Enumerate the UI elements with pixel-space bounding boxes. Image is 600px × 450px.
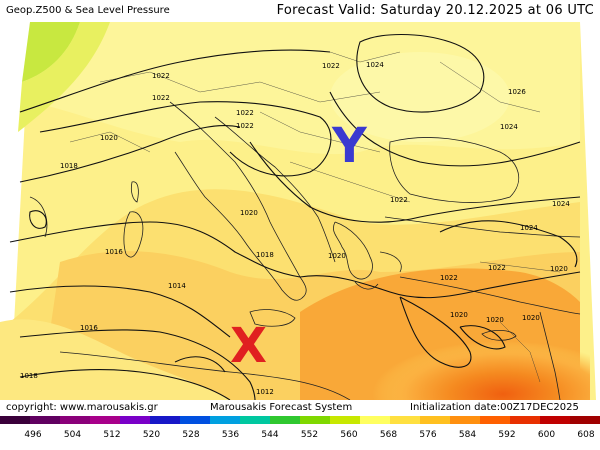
isobar-label: 1018 <box>256 251 274 259</box>
isobar-label: 1014 <box>168 282 186 290</box>
legend-label: 584 <box>458 430 477 440</box>
legend-swatch <box>540 416 570 424</box>
legend-swatch <box>570 416 600 424</box>
legend-swatch <box>330 416 360 424</box>
header: Geop.Z500 & Sea Level Pressure Forecast … <box>0 0 600 22</box>
isobar-label: 1022 <box>390 196 408 204</box>
legend-swatch <box>270 416 300 424</box>
forecast-map: 1022 1022 1024 1026 1024 1022 1022 1020 … <box>0 22 600 400</box>
isobar-label: 1024 <box>552 200 570 208</box>
isobar-label: 1022 <box>440 274 458 282</box>
marker-x: X <box>230 318 267 374</box>
isobar-label: 1016 <box>80 324 98 332</box>
legend-swatch <box>210 416 240 424</box>
coastlines <box>29 101 581 400</box>
legend-swatch <box>450 416 480 424</box>
isobar-label: 1022 <box>322 62 340 70</box>
legend-label: 600 <box>537 430 556 440</box>
footer: copyright: www.marousakis.gr Marousakis … <box>0 400 600 414</box>
isobar-label: 1024 <box>500 123 518 131</box>
isobar-label: 1020 <box>100 134 118 142</box>
isobar-label: 1022 <box>152 94 170 102</box>
legend-label: 528 <box>182 430 200 440</box>
isobar-label: 1020 <box>550 265 568 273</box>
system-name: Marousakis Forecast System <box>210 402 353 413</box>
legend-swatch <box>510 416 540 424</box>
legend-swatch <box>360 416 390 424</box>
legend-swatch <box>180 416 210 424</box>
isobar-label: 1022 <box>236 109 254 117</box>
legend-label: 608 <box>577 430 595 440</box>
legend-label: 552 <box>300 430 319 440</box>
isobar-label: 1022 <box>488 264 506 272</box>
isobar-label: 1016 <box>105 248 123 256</box>
legend-swatch <box>30 416 60 424</box>
zone-high-y <box>330 52 510 142</box>
legend-label: 504 <box>63 430 82 440</box>
isobar-label: 1024 <box>520 224 538 232</box>
isobar-label: 1020 <box>328 252 346 260</box>
legend-label: 568 <box>379 430 398 440</box>
legend-swatch <box>480 416 510 424</box>
isobar-label: 1022 <box>152 72 170 80</box>
isobar-label: 1020 <box>522 314 540 322</box>
isobar-label: 1024 <box>366 61 384 69</box>
legend-label: 560 <box>340 430 358 440</box>
map-svg: 1022 1022 1024 1026 1024 1022 1022 1020 … <box>0 22 600 400</box>
legend-swatch <box>240 416 270 424</box>
isobar-label: 1018 <box>60 162 78 170</box>
legend-swatch <box>60 416 90 424</box>
isobars <box>9 33 581 400</box>
chart-title: Geop.Z500 & Sea Level Pressure <box>6 5 170 16</box>
borders <box>69 51 561 383</box>
legend-label: 576 <box>419 430 437 440</box>
isobar-label: 1022 <box>236 122 254 130</box>
initialization-date: Initialization date:00Z17DEC2025 <box>410 402 579 413</box>
legend-swatch <box>390 416 420 424</box>
legend-label: 520 <box>142 430 161 440</box>
legend-swatch <box>420 416 450 424</box>
legend-labels: 496 504 512 520 528 536 544 552 560 568 576 584 592 6… <box>0 430 600 444</box>
isobar-label: 1018 <box>20 372 38 380</box>
marker-y: Y <box>331 118 368 174</box>
isobar-label: 1026 <box>508 88 526 96</box>
isobar-label: 1020 <box>240 209 258 217</box>
legend-label: 512 <box>103 430 121 440</box>
legend-swatch <box>300 416 330 424</box>
legend-label: 544 <box>261 430 279 440</box>
isobar-labels: 1022 1022 1024 1026 1024 1022 1022 1020 … <box>20 61 570 396</box>
color-legend: 496 504 512 520 528 536 544 552 560 568 576 584 592 6… <box>0 416 600 450</box>
isobar-label: 1020 <box>486 316 504 324</box>
projection-edge <box>580 22 600 400</box>
legend-swatch <box>90 416 120 424</box>
legend-swatch <box>120 416 150 424</box>
copyright-text: copyright: www.marousakis.gr <box>6 402 158 413</box>
legend-label: 496 <box>24 430 42 440</box>
legend-swatch <box>150 416 180 424</box>
legend-color-bar <box>0 416 600 424</box>
legend-label: 536 <box>221 430 240 440</box>
legend-swatch <box>0 416 30 424</box>
isobar-label: 1020 <box>450 311 468 319</box>
zone-green-nw <box>22 22 80 82</box>
legend-label: 592 <box>498 430 516 440</box>
isobar-label: 1012 <box>256 388 274 396</box>
forecast-valid: Forecast Valid: Saturday 20.12.2025 at 0… <box>276 3 594 18</box>
